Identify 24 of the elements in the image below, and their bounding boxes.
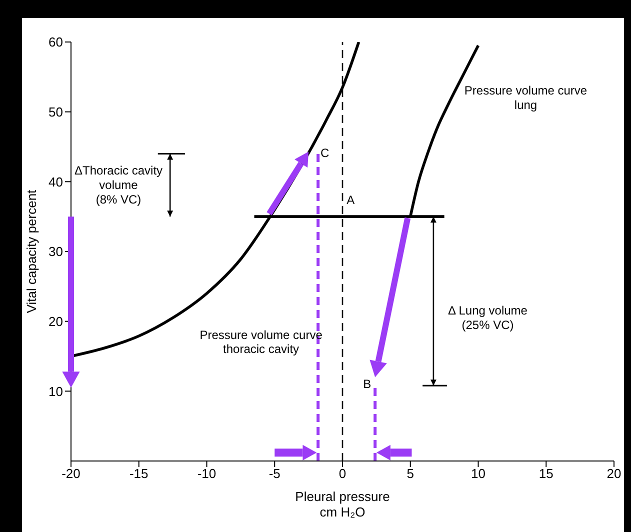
x-tick-label: 10 — [471, 466, 486, 482]
x-tick-label: 0 — [338, 466, 346, 482]
y-tick-label: 10 — [48, 384, 63, 399]
annotation: Pressure volume curve lung — [464, 83, 588, 112]
y-tick-label: 50 — [48, 104, 63, 120]
y-tick-label: 60 — [48, 34, 63, 50]
annotation: C — [320, 146, 330, 160]
x-tick-label: 5 — [406, 466, 414, 482]
y-tick-label: 20 — [48, 314, 63, 329]
x-axis-title: Pleural pressure cm H₂O — [295, 489, 390, 520]
annotation: A — [346, 193, 355, 208]
annotation: B — [363, 377, 372, 392]
x-tick-label: 15 — [538, 466, 554, 482]
y-axis-title: Vital capacity percent — [24, 189, 39, 314]
annotation: ΔThoracic cavity volume (8% VC) — [74, 164, 163, 206]
x-tick-label: 20 — [606, 466, 622, 482]
x-tick-label: -5 — [268, 466, 280, 482]
x-tick-label: -15 — [129, 466, 148, 482]
x-tick-label: -20 — [62, 466, 80, 482]
x-tick-label: -10 — [197, 466, 216, 482]
y-tick-label: 40 — [48, 174, 63, 190]
annotation: Δ Lung volume (25% VC) — [448, 303, 528, 332]
y-tick-label: 30 — [48, 244, 63, 260]
annotation: Pressure volume curve thoracic cavity — [200, 328, 323, 356]
